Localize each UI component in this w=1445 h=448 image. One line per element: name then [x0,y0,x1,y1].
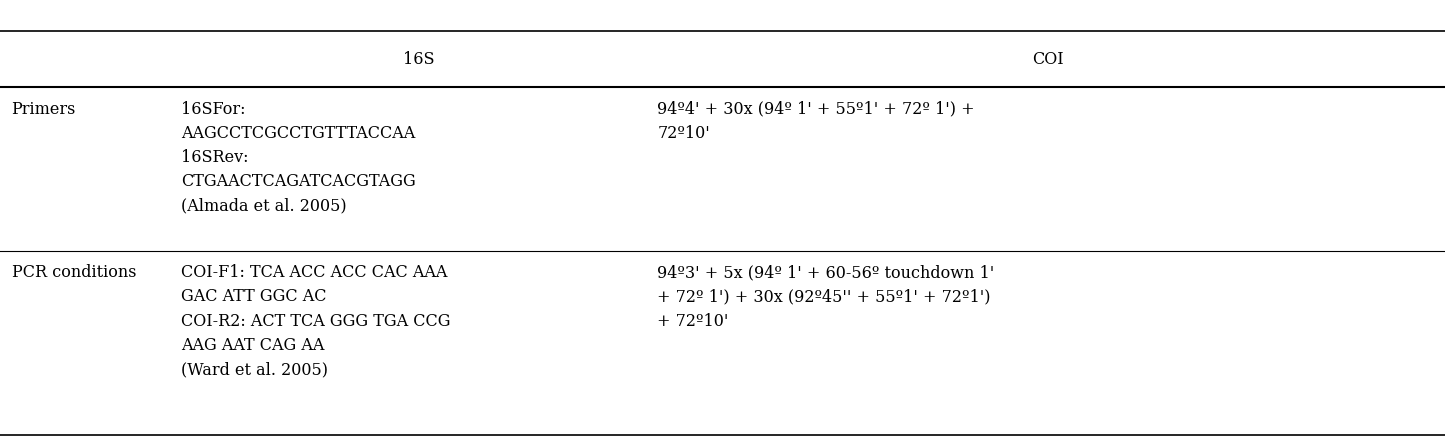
Text: PCR conditions: PCR conditions [12,264,136,281]
Text: 16SFor:
AAGCCTCGCCTGTTTACCAA
16SRev:
CTGAACTCAGATCACGTAGG
(Almada et al. 2005): 16SFor: AAGCCTCGCCTGTTTACCAA 16SRev: CTG… [181,101,415,215]
Text: Primers: Primers [12,101,77,118]
Text: 16S: 16S [403,51,435,68]
Text: COI: COI [1032,51,1064,68]
Text: 94º4' + 30x (94º 1' + 55º1' + 72º 1') +
72º10': 94º4' + 30x (94º 1' + 55º1' + 72º 1') + … [657,101,975,142]
Text: 94º3' + 5x (94º 1' + 60-56º touchdown 1'
+ 72º 1') + 30x (92º45'' + 55º1' + 72º1: 94º3' + 5x (94º 1' + 60-56º touchdown 1'… [657,264,994,330]
Text: COI-F1: TCA ACC ACC CAC AAA
GAC ATT GGC AC
COI-R2: ACT TCA GGG TGA CCG
AAG AAT C: COI-F1: TCA ACC ACC CAC AAA GAC ATT GGC … [181,264,451,378]
